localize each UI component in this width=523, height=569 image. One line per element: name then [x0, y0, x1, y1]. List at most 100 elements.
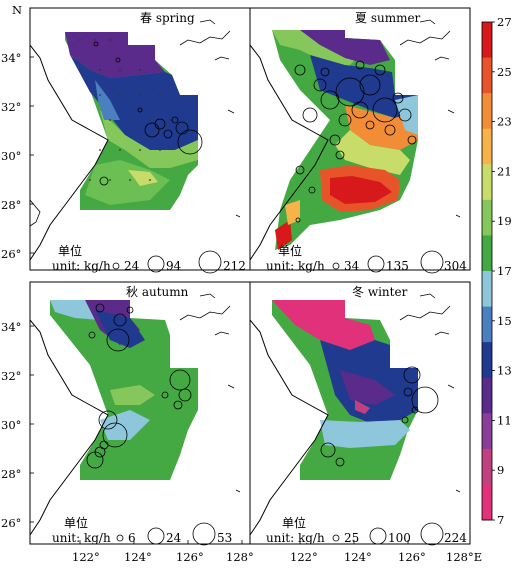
panel-spring	[30, 19, 241, 261]
lat-tick: 26°	[1, 247, 21, 261]
winter-legend-unit: unit: kg/h	[266, 531, 325, 545]
autumn-islands	[179, 293, 241, 493]
colorbar-swatch	[482, 22, 492, 59]
lat-tick: 30°	[1, 418, 21, 432]
autumn-legend-v3: 53	[217, 531, 232, 545]
lon-tick: 128°	[226, 550, 254, 564]
summer-legend-v2: 135	[386, 259, 409, 273]
winter-legend-circles	[332, 522, 444, 546]
colorbar-swatch	[482, 128, 492, 165]
summer-catch-circles	[294, 60, 417, 223]
lat-tick: 34°	[1, 51, 21, 65]
panel-winter	[250, 293, 461, 536]
winter-frame	[249, 281, 471, 545]
lon-ticks-right: 122° 124° 126° 128°E	[290, 550, 482, 564]
summer-legend-unit: unit: kg/h	[266, 259, 325, 273]
summer-field	[272, 30, 418, 250]
autumn-title: 秋 autumn	[126, 285, 189, 299]
autumn-legend-v1: 6	[128, 531, 136, 545]
lon-tick: 126°	[176, 550, 204, 564]
lat-ticks-bottom: 34° 32° 30° 28° 26°	[1, 320, 21, 530]
spring-legend-cn: 单位	[58, 243, 82, 258]
colorbar-swatch	[482, 164, 492, 201]
lon-tick: 122°	[290, 550, 318, 564]
autumn-legend-cn: 单位	[64, 515, 88, 530]
colorbar-tick-label: 13	[497, 364, 512, 378]
summer-legend-circles	[332, 250, 444, 274]
spring-stations	[79, 39, 171, 181]
autumn-legend-v2: 24	[166, 531, 182, 545]
spring-legend-v2: 94	[166, 259, 182, 273]
lat-tick: 28°	[1, 198, 21, 212]
colorbar-swatch	[482, 306, 492, 343]
colorbar-tick-label: 17	[497, 264, 512, 278]
colorbar-swatch	[482, 448, 492, 485]
spring-legend-circles	[112, 250, 222, 274]
lon-ticks-left: 122° 124° 126° 128°	[72, 550, 254, 564]
colorbar-swatch	[482, 235, 492, 272]
lat-tick: 34°	[1, 320, 21, 334]
colorbar-tick-label: 21	[497, 164, 512, 178]
colorbar-tick-label: 19	[497, 214, 512, 228]
winter-field	[272, 300, 418, 480]
summer-legend-cn: 单位	[278, 243, 302, 258]
winter-islands	[399, 293, 461, 493]
colorbar-swatch	[482, 484, 492, 521]
winter-title: 冬 winter	[352, 284, 408, 299]
colorbar-swatch	[482, 57, 492, 94]
lat-ticks-top: 34° 32° 30° 28° 26°	[1, 51, 21, 261]
summer-legend-v1: 34	[344, 259, 360, 273]
autumn-legend-circles	[116, 522, 216, 546]
spring-legend-v1: 24	[124, 259, 140, 273]
colorbar-swatch	[482, 271, 492, 308]
summer-coastline	[250, 44, 329, 261]
colorbar-swatch	[482, 342, 492, 379]
lon-tick: 126°	[398, 550, 426, 564]
colorbar-swatch	[482, 199, 492, 236]
panel-autumn	[30, 293, 241, 536]
winter-legend-cn: 单位	[282, 515, 306, 530]
summer-frame	[249, 7, 471, 271]
colorbar-tick-label: 9	[497, 463, 504, 477]
autumn-coastline	[30, 319, 109, 536]
summer-legend-v3: 304	[444, 259, 467, 273]
spring-field	[65, 32, 198, 210]
spring-catch-circles	[93, 41, 203, 186]
winter-legend-v2: 100	[388, 531, 411, 545]
lat-tick: 30°	[1, 149, 21, 163]
winter-legend-v3: 224	[444, 531, 467, 545]
colorbar	[481, 21, 493, 521]
colorbar-swatch	[482, 377, 492, 414]
lat-tick: 32°	[1, 100, 21, 114]
summer-title: 夏 summer	[355, 11, 421, 25]
lon-tick: 124°	[124, 550, 152, 564]
east-label: 128°E	[446, 550, 482, 564]
lon-tick: 122°	[72, 550, 100, 564]
colorbar-ticks: 27 25 23 21 19 17 15 13 11 9 7	[492, 15, 512, 527]
winter-coastline	[250, 319, 329, 536]
spring-coastline	[30, 44, 109, 261]
colorbar-swatch	[482, 93, 492, 130]
lat-tick: 32°	[1, 369, 21, 383]
summer-islands	[399, 19, 461, 218]
autumn-legend-unit: unit: kg/h	[52, 531, 111, 545]
spring-islands	[179, 19, 241, 218]
lon-tick: 124°	[344, 550, 372, 564]
lat-tick: 26°	[1, 516, 21, 530]
colorbar-tick-label: 15	[497, 314, 512, 328]
spring-legend-v3: 212	[223, 259, 246, 273]
winter-catch-circles	[320, 366, 439, 467]
colorbar-tick-label: 23	[497, 115, 512, 129]
lat-tick: 28°	[1, 467, 21, 481]
spring-title: 春 spring	[140, 11, 195, 25]
winter-legend-v1: 25	[344, 531, 359, 545]
colorbar-tick-label: 25	[497, 65, 512, 79]
north-label: N	[12, 3, 22, 17]
autumn-catch-circles	[86, 303, 192, 469]
colorbar-tick-label: 7	[497, 513, 504, 527]
colorbar-tick-label: 27	[497, 15, 512, 29]
colorbar-swatch	[482, 413, 492, 450]
colorbar-tick-label: 11	[497, 413, 512, 427]
panel-summer	[250, 19, 461, 261]
